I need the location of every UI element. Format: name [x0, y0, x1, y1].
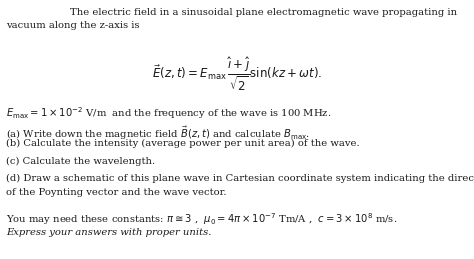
Text: (a) Write down the magnetic field $\vec{B}(z,t)$ and calculate $B_{\mathrm{max}}: (a) Write down the magnetic field $\vec{…	[6, 124, 310, 142]
Text: You may need these constants: $\pi \cong 3$ ,  $\mu_0 = 4\pi\times10^{-7}$ Tm/A : You may need these constants: $\pi \cong…	[6, 211, 397, 227]
Text: (d) Draw a schematic of this plane wave in Cartesian coordinate system indicatin: (d) Draw a schematic of this plane wave …	[6, 174, 474, 183]
Text: vacuum along the z-axis is: vacuum along the z-axis is	[6, 21, 140, 30]
Text: (c) Calculate the wavelength.: (c) Calculate the wavelength.	[6, 157, 155, 166]
Text: Express your answers with proper units.: Express your answers with proper units.	[6, 228, 211, 237]
Text: $\vec{E}(z,t) = E_{\mathrm{max}}\,\dfrac{\hat{\imath}+\hat{\jmath}}{\sqrt{2}}\si: $\vec{E}(z,t) = E_{\mathrm{max}}\,\dfrac…	[152, 56, 322, 93]
Text: (b) Calculate the intensity (average power per unit area) of the wave.: (b) Calculate the intensity (average pow…	[6, 139, 360, 148]
Text: of the Poynting vector and the wave vector.: of the Poynting vector and the wave vect…	[6, 188, 227, 197]
Text: $E_{\mathrm{max}} =1\times10^{-2}$ V/m  and the frequency of the wave is 100 MHz: $E_{\mathrm{max}} =1\times10^{-2}$ V/m a…	[6, 105, 331, 121]
Text: The electric field in a sinusoidal plane electromagnetic wave propagating in: The electric field in a sinusoidal plane…	[70, 8, 456, 17]
